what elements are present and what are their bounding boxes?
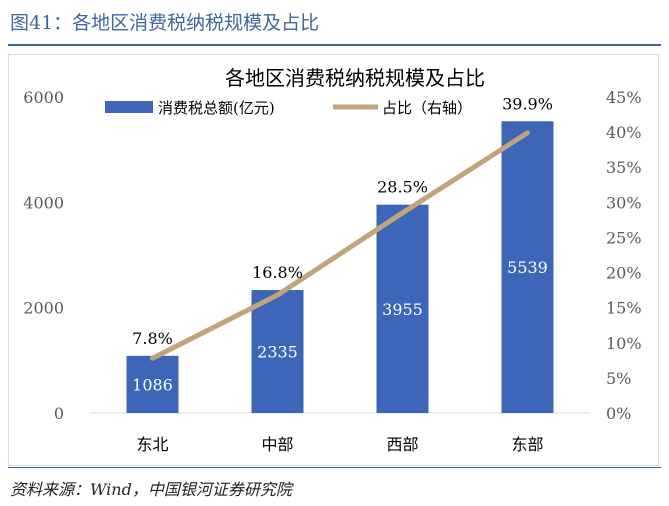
- y-right-tick-label: 20%: [606, 264, 642, 283]
- y-left-tick-label: 2000: [23, 299, 64, 318]
- bar-value-label: 3955: [382, 300, 423, 319]
- bar-东北: [126, 355, 179, 413]
- line-layer: 7.8% 16.8% 28.5% 39.9%: [132, 94, 553, 361]
- bar-西部: [376, 204, 429, 413]
- share-value-label: 28.5%: [377, 178, 428, 197]
- bar-value-label: 2335: [257, 343, 298, 362]
- legend-bar-label: 消费税总额(亿元): [158, 99, 275, 117]
- x-tick-label: 中部: [261, 435, 293, 454]
- y-right-tick-label: 45%: [606, 88, 642, 107]
- share-value-label: 16.8%: [252, 263, 303, 282]
- source-divider: [8, 467, 661, 468]
- share-point: [400, 210, 405, 216]
- y-left-tick-label: 4000: [23, 193, 64, 212]
- legend: 消费税总额(亿元) 占比（右轴）: [105, 99, 472, 117]
- y-right-tick-label: 5%: [606, 369, 631, 388]
- x-tick-label: 西部: [386, 435, 418, 454]
- legend-bar-swatch: [105, 101, 153, 113]
- bar-中部: [251, 290, 304, 413]
- share-line: [151, 130, 529, 361]
- y-right-tick-label: 25%: [606, 228, 642, 247]
- title-divider: [8, 44, 661, 46]
- y-right-tick-label: 0%: [606, 404, 631, 423]
- y-right-tick-label: 35%: [606, 158, 642, 177]
- chart-frame: [8, 54, 659, 466]
- figure-title: 图41：各地区消费税纳税规模及占比: [10, 12, 320, 34]
- source-note: 资料来源：Wind，中国银河证券研究院: [10, 480, 292, 499]
- y-left-tick-label: 0: [54, 404, 64, 423]
- axes: 0 2000 4000 6000 0% 5% 10% 15% 20% 25% 30% 35% 40% 45…: [23, 88, 641, 454]
- bars: 1086 2335 3955 5539: [126, 121, 554, 414]
- chart-title: 各地区消费税纳税规模及占比: [225, 66, 485, 90]
- share-value-label: 39.9%: [502, 94, 553, 113]
- share-point: [525, 130, 530, 136]
- y-right-tick-label: 10%: [606, 334, 642, 353]
- y-right-tick-label: 40%: [606, 123, 642, 142]
- y-right-tick-label: 15%: [606, 299, 642, 318]
- bar-value-label: 5539: [507, 258, 548, 277]
- x-tick-label: 东部: [511, 435, 543, 454]
- share-point: [150, 355, 155, 361]
- y-right-tick-label: 30%: [606, 193, 642, 212]
- y-left-tick-label: 6000: [23, 88, 64, 107]
- bar-value-label: 1086: [132, 375, 173, 394]
- x-tick-label: 东北: [136, 435, 168, 454]
- bar-东部: [501, 121, 554, 414]
- share-value-label: 7.8%: [132, 329, 173, 348]
- share-point: [275, 292, 280, 298]
- legend-line-label: 占比（右轴）: [382, 99, 472, 117]
